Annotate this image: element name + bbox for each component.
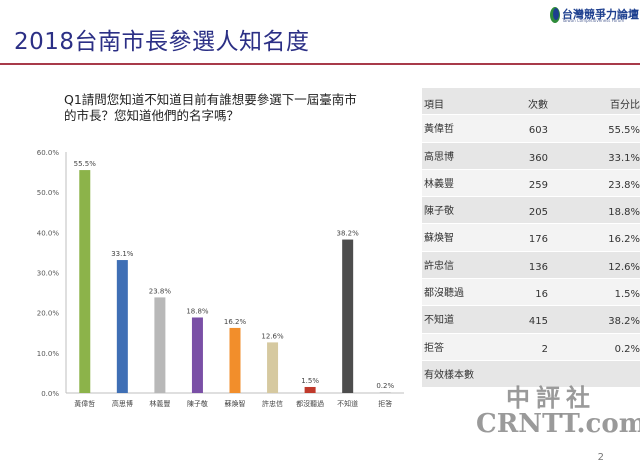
logo-text: 台灣競爭力論壇 xyxy=(562,8,639,21)
bar xyxy=(79,170,91,393)
bar xyxy=(304,386,316,393)
data-label: 55.5% xyxy=(74,160,97,168)
x-tick-label: 拒答 xyxy=(378,399,392,408)
x-tick-label: 林義豐 xyxy=(149,399,170,408)
page-number: 2 xyxy=(597,452,604,463)
row-percent: 12.6% xyxy=(608,261,640,273)
y-tick-label: 0.0% xyxy=(41,390,59,398)
row-name: 黃偉哲 xyxy=(424,124,454,136)
row-count: 176 xyxy=(528,234,548,246)
header-item: 項目 xyxy=(424,100,444,111)
row-percent: 1.5% xyxy=(614,289,640,301)
y-tick-label: 60.0% xyxy=(37,149,60,157)
header-count: 次數 xyxy=(528,100,548,111)
row-percent: 23.8% xyxy=(608,179,640,191)
bar xyxy=(342,239,354,393)
bar-chart: 0.0% 10.0% 20.0% 30.0% 40.0% 50.0% 60.0% 55.5% 黃… xyxy=(37,149,404,408)
watermark: 中評社 CRNTT.com xyxy=(476,378,640,439)
table-row: 林義豐 259 23.8% xyxy=(422,169,640,198)
row-count: 259 xyxy=(528,179,548,191)
y-tick-label: 30.0% xyxy=(37,270,60,278)
row-name: 陳子敬 xyxy=(424,206,454,218)
y-tick-label: 10.0% xyxy=(37,350,60,358)
data-label: 16.2% xyxy=(224,318,247,326)
data-label: 12.6% xyxy=(261,332,284,340)
table-row: 都沒聽過 16 1.5% xyxy=(422,279,640,307)
question-text: Q1請問您知道不知道目前有誰想要參選下一屆臺南市的市長？您知道他們的名字嗎？ xyxy=(64,92,357,123)
row-percent: 16.2% xyxy=(608,234,640,246)
row-count: 415 xyxy=(528,316,548,328)
data-label: 33.1% xyxy=(111,250,134,258)
row-name: 不知道 xyxy=(424,315,454,327)
watermark-line2: CRNTT.com xyxy=(476,409,640,439)
row-percent: 38.2% xyxy=(608,316,640,328)
data-label: 0.2% xyxy=(376,382,394,390)
row-name: 許忠信 xyxy=(424,260,454,272)
row-count: 16 xyxy=(535,289,548,301)
x-tick-label: 都沒聽過 xyxy=(296,399,324,408)
bar xyxy=(116,260,128,393)
x-tick-label: 許忠信 xyxy=(262,399,283,408)
results-table: 項目 次數 百分比 黃偉哲 603 55.5% 高思博 360 33.1% 林義… xyxy=(422,88,640,389)
table-row: 高思博 360 33.1% xyxy=(422,142,640,170)
title-divider xyxy=(0,63,640,65)
row-count: 2 xyxy=(541,343,548,355)
logo-subtext: Taiwan Competitiveness Forum xyxy=(562,18,625,23)
row-name: 蘇煥智 xyxy=(424,233,454,245)
y-tick-label: 20.0% xyxy=(37,310,60,318)
logo-icon xyxy=(550,7,560,23)
x-tick-label: 蘇煥智 xyxy=(225,399,246,408)
row-percent: 55.5% xyxy=(608,125,640,137)
row-name: 拒答 xyxy=(424,342,444,354)
data-label: 23.8% xyxy=(149,287,172,295)
row-percent: 0.2% xyxy=(614,343,640,355)
bar xyxy=(229,327,241,393)
x-tick-label: 高思博 xyxy=(112,399,133,408)
row-name: 都沒聽過 xyxy=(424,288,464,300)
row-count: 136 xyxy=(528,261,548,273)
y-tick-label: 40.0% xyxy=(37,229,60,237)
row-name: 有效樣本數 xyxy=(424,369,474,381)
table-header-row: 項目 次數 百分比 xyxy=(422,88,640,116)
data-label: 38.2% xyxy=(337,230,360,238)
table-row: 有效樣本數 xyxy=(422,360,640,389)
x-tick-label: 陳子敬 xyxy=(187,399,208,408)
bar xyxy=(154,297,166,393)
y-tick-label: 50.0% xyxy=(37,189,60,197)
table-row: 許忠信 136 12.6% xyxy=(422,251,640,280)
logo: 台灣競爭力論壇 Taiwan Competitiveness Forum xyxy=(548,6,639,26)
table-row: 不知道 415 38.2% xyxy=(422,306,640,334)
row-percent: 33.1% xyxy=(608,152,640,164)
bar xyxy=(379,392,391,393)
table-row: 黃偉哲 603 55.5% xyxy=(422,115,640,143)
data-label: 1.5% xyxy=(301,377,319,385)
row-name: 林義豐 xyxy=(424,178,454,190)
table-row: 拒答 2 0.2% xyxy=(422,333,640,361)
bar xyxy=(267,342,279,393)
table-row: 陳子敬 205 18.8% xyxy=(422,197,640,225)
row-percent: 18.8% xyxy=(608,207,640,219)
slide-title: 2018台南市長參選人知名度 xyxy=(14,29,310,55)
header-percent: 百分比 xyxy=(610,100,640,111)
row-count: 603 xyxy=(528,125,548,137)
x-tick-label: 不知道 xyxy=(337,399,358,408)
data-label: 18.8% xyxy=(186,307,209,315)
table-row: 蘇煥智 176 16.2% xyxy=(422,224,640,252)
row-name: 高思博 xyxy=(424,151,454,163)
row-count: 360 xyxy=(528,152,548,164)
bar xyxy=(191,317,203,393)
row-count: 205 xyxy=(528,207,548,219)
x-tick-label: 黃偉哲 xyxy=(74,399,95,408)
watermark-line1: 中評社 xyxy=(506,383,596,412)
